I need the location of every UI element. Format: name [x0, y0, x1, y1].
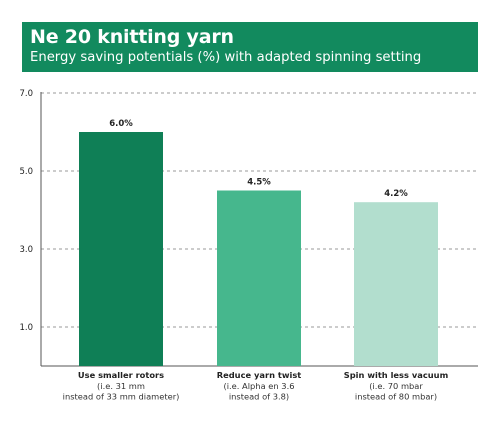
- data-label: 4.5%: [247, 178, 271, 188]
- y-tick-label: 3.0: [19, 245, 33, 255]
- chart-title: Ne 20 knitting yarn: [30, 26, 234, 48]
- x-tick-label: Spin with less vacuum: [344, 370, 448, 380]
- y-tick-label: 7.0: [19, 89, 33, 99]
- x-tick-label: Use smaller rotors: [78, 370, 164, 380]
- y-tick-label: 5.0: [19, 167, 33, 177]
- x-tick-label: Reduce yarn twist: [217, 370, 302, 380]
- bar: [354, 202, 438, 366]
- x-tick-sublabel: (i.e. 31 mm: [97, 381, 145, 391]
- x-tick-sublabel: instead of 3.8): [229, 392, 289, 402]
- chart-subtitle: Energy saving potentials (%) with adapte…: [30, 50, 422, 65]
- bar: [217, 190, 301, 366]
- chart-header: Ne 20 knitting yarn Energy saving potent…: [22, 22, 478, 72]
- x-tick-sublabel: instead of 80 mbar): [355, 392, 437, 402]
- x-tick-sublabel: (i.e. 70 mbar: [369, 381, 423, 391]
- x-tick-sublabel: (i.e. Alpha en 3.6: [224, 381, 295, 391]
- data-label: 4.2%: [384, 189, 408, 199]
- data-label: 6.0%: [109, 119, 133, 129]
- x-tick-sublabel: instead of 33 mm diameter): [63, 392, 180, 402]
- y-tick-label: 1.0: [19, 323, 33, 333]
- bar: [79, 132, 163, 366]
